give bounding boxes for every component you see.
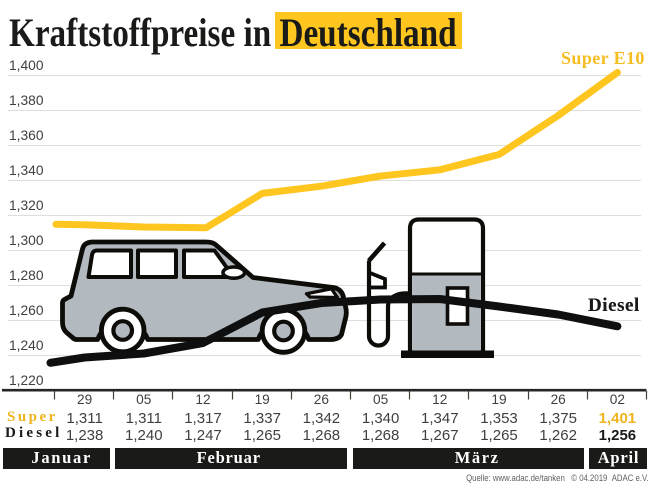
svg-text:Diesel: Diesel [588, 295, 640, 316]
svg-text:Diesel: Diesel [588, 295, 640, 316]
svg-text:Super E10: Super E10 [561, 48, 645, 68]
